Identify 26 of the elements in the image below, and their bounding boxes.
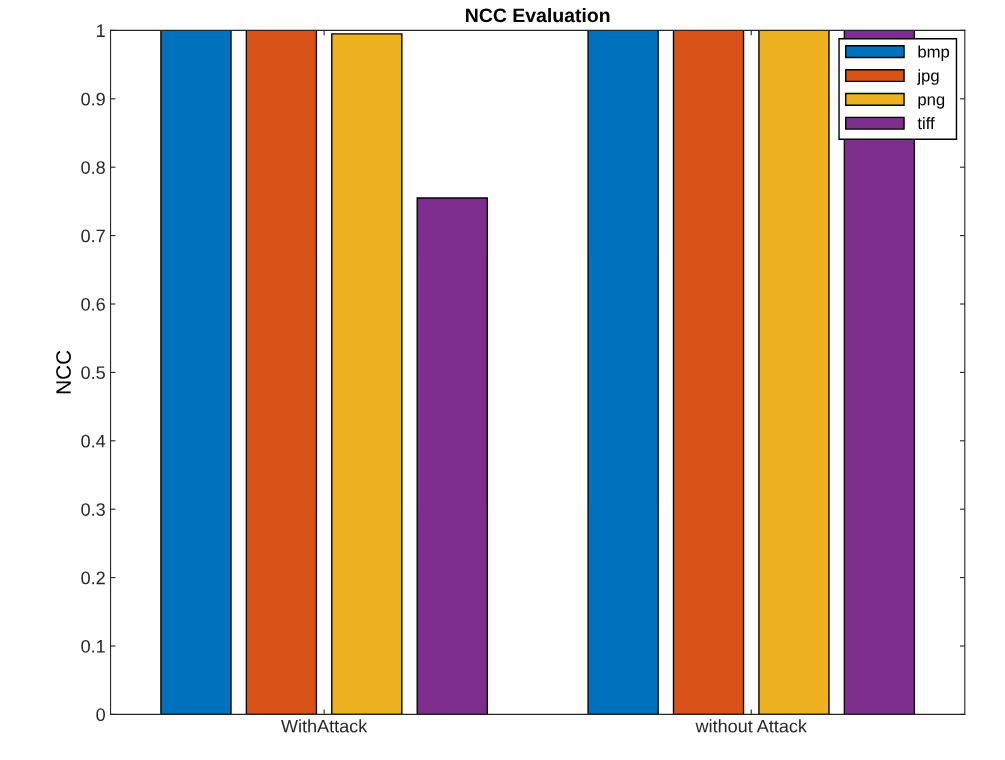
legend-label: bmp bbox=[918, 45, 950, 61]
x-tick-label: without Attack bbox=[695, 719, 807, 733]
bar bbox=[331, 33, 403, 715]
y-tick-label: 0.1 bbox=[81, 639, 105, 653]
y-axis-title: NCC bbox=[56, 350, 71, 394]
y-tick-label: 0 bbox=[96, 708, 105, 722]
bar bbox=[160, 30, 232, 715]
bar bbox=[758, 30, 830, 715]
y-tick-label: 0.5 bbox=[81, 366, 105, 380]
y-tick-label: 0.2 bbox=[81, 571, 105, 585]
y-tick-label: 0.6 bbox=[81, 297, 105, 311]
y-tick-label: 0.8 bbox=[81, 161, 105, 174]
chart-title: NCC Evaluation bbox=[466, 7, 610, 23]
legend-label: tiff bbox=[917, 117, 935, 130]
legend-label: png bbox=[918, 96, 945, 109]
x-tick-label: WithAttack bbox=[281, 719, 368, 733]
bar bbox=[245, 30, 318, 715]
bar bbox=[416, 197, 488, 715]
y-tick-label: 0.4 bbox=[81, 434, 106, 448]
y-tick-label: 0.9 bbox=[81, 92, 105, 106]
bar bbox=[587, 30, 659, 715]
y-tick-label: 1 bbox=[97, 24, 105, 37]
y-tick-label: 0.3 bbox=[81, 503, 105, 516]
legend-label: jpg bbox=[916, 69, 939, 85]
y-tick-label: 0.7 bbox=[81, 229, 105, 243]
bar bbox=[672, 30, 745, 715]
